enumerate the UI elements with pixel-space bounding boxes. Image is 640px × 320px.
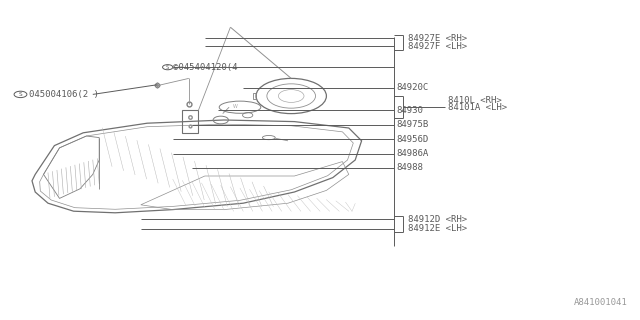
Text: W: W	[233, 104, 238, 109]
Text: 84927E <RH>: 84927E <RH>	[408, 34, 467, 43]
Text: 84986A: 84986A	[397, 149, 429, 158]
Text: 84956D: 84956D	[397, 135, 429, 144]
Text: S: S	[166, 65, 170, 70]
Text: 84912E <LH>: 84912E <LH>	[408, 224, 467, 233]
Text: 84912D <RH>: 84912D <RH>	[408, 215, 467, 224]
Text: 84988: 84988	[397, 164, 424, 172]
Text: 8410L <RH>: 8410L <RH>	[448, 96, 502, 105]
Text: 84101A <LH>: 84101A <LH>	[448, 103, 507, 112]
Text: ©045404120(4: ©045404120(4	[173, 63, 237, 72]
Text: 84920C: 84920C	[397, 84, 429, 92]
Text: S: S	[19, 92, 22, 97]
Text: 045004106(2 ): 045004106(2 )	[29, 90, 99, 99]
Text: 84975B: 84975B	[397, 120, 429, 129]
Text: A841001041: A841001041	[573, 298, 627, 307]
Text: 84930: 84930	[397, 106, 424, 115]
Text: 84927F <LH>: 84927F <LH>	[408, 42, 467, 51]
